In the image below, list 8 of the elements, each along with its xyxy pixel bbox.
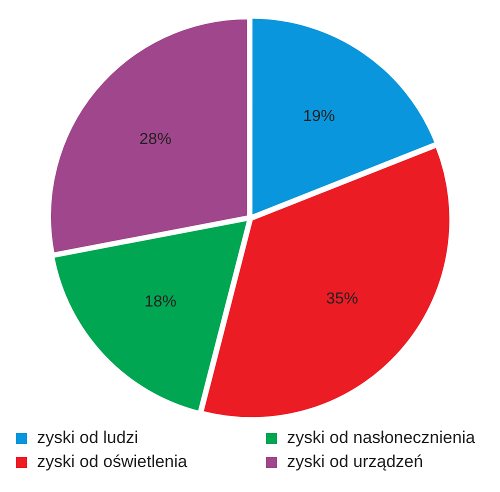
legend-label: zyski od oświetlenia <box>37 452 188 472</box>
legend-label: zyski od ludzi <box>37 428 138 448</box>
data-label: 18% <box>144 293 177 310</box>
legend-label: zyski od nasłonecznienia <box>287 428 476 448</box>
data-label: 19% <box>302 108 336 125</box>
legend-label: zyski od urządzeń <box>287 452 424 472</box>
data-label: 35% <box>326 290 358 308</box>
data-label: 28% <box>139 131 172 148</box>
